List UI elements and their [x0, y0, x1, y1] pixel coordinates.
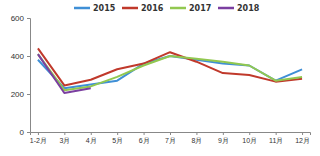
y-tick-label: 600	[11, 14, 25, 23]
x-tick: 7月	[165, 132, 176, 144]
x-tick-mark	[91, 132, 92, 135]
y-tick-mark	[27, 56, 30, 57]
legend-item: 2018	[218, 4, 260, 13]
x-tick: 3月	[59, 132, 70, 144]
legend-label: 2018	[237, 4, 260, 13]
x-tick-mark	[196, 132, 197, 135]
x-tick: 9月	[218, 132, 229, 144]
legend-item: 2015	[74, 4, 116, 13]
x-tick: 5月	[112, 132, 123, 144]
x-tick-label: 6月	[139, 137, 150, 144]
y-tick: 400	[11, 52, 30, 61]
x-tick-label: 3月	[59, 137, 70, 144]
x-tick: 10月	[242, 132, 257, 144]
legend-label: 2016	[141, 4, 164, 13]
y-tick-mark	[27, 94, 30, 95]
y-tick: 600	[11, 14, 30, 23]
series-line	[38, 54, 302, 90]
y-tick-mark	[27, 132, 30, 133]
chart: 0 200 400 600 1-2月 3月 4月 5月 6月 7月 8月 9月 10月 11月 12月 201…	[0, 0, 320, 156]
y-axis-line	[27, 19, 31, 133]
x-axis: 1-2月 3月 4月 5月 6月 7月 8月 9月 10月 11月 12月	[30, 132, 311, 144]
x-tick: 1-2月	[30, 132, 47, 144]
legend-swatch	[122, 7, 138, 10]
x-tick-mark	[276, 132, 277, 135]
legend-item: 2017	[170, 4, 211, 13]
legend-label: 2017	[189, 4, 211, 13]
x-tick-label: 11月	[269, 137, 283, 144]
plot-area: 0 200 400 600 1-2月 3月 4月 5月 6月 7月 8月 9月 10月 11月 12月	[11, 14, 311, 144]
y-tick: 200	[11, 90, 30, 99]
y-tick-mark	[27, 18, 30, 19]
lines	[38, 48, 302, 93]
x-tick-label: 10月	[242, 137, 257, 144]
legend-swatch	[218, 7, 234, 10]
y-tick-label: 200	[11, 90, 25, 99]
y-tick-label: 400	[11, 52, 25, 61]
series-line	[38, 48, 302, 85]
x-tick-label: 8月	[191, 137, 202, 144]
x-tick-label: 4月	[86, 137, 97, 144]
legend-label: 2015	[93, 4, 116, 13]
x-tick-mark	[223, 132, 224, 135]
legend-swatch	[170, 7, 186, 10]
x-tick: 8月	[191, 132, 202, 144]
x-tick-label: 9月	[218, 137, 229, 144]
x-tick: 6月	[139, 132, 150, 144]
x-tick-mark	[38, 132, 39, 135]
x-tick-mark	[117, 132, 118, 135]
x-tick-label: 7月	[165, 137, 176, 144]
y-axis: 0 200 400 600	[11, 14, 31, 137]
x-tick-label: 5月	[112, 137, 123, 144]
x-tick-mark	[144, 132, 145, 135]
x-axis-line	[31, 133, 311, 136]
x-tick-label: 12月	[295, 137, 310, 144]
x-tick: 11月	[269, 132, 283, 144]
y-tick: 0	[20, 128, 30, 137]
legend-swatch	[74, 7, 90, 10]
x-tick-mark	[64, 132, 65, 135]
x-tick-label: 1-2月	[30, 137, 47, 144]
y-tick-label: 0	[20, 128, 25, 137]
series-line	[38, 54, 91, 93]
x-tick: 12月	[295, 132, 310, 144]
x-tick-mark	[249, 132, 250, 135]
legend: 2015 2016 2017 2018	[74, 4, 260, 13]
legend-item: 2016	[122, 4, 164, 13]
x-tick: 4月	[86, 132, 97, 144]
x-tick-mark	[302, 132, 303, 135]
x-tick-mark	[170, 132, 171, 135]
